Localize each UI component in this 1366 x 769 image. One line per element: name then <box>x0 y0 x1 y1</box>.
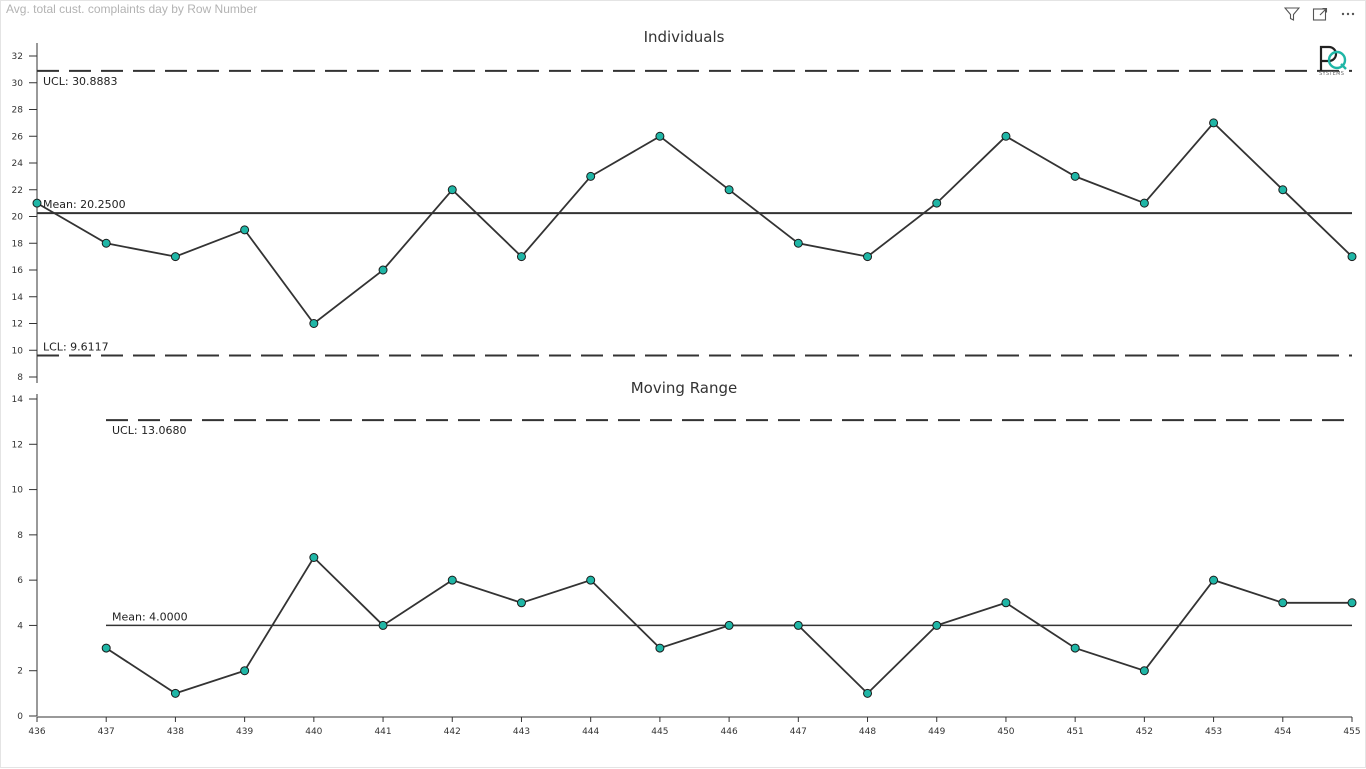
individuals-data-point <box>32 198 42 208</box>
moving-range-data-point <box>586 575 596 585</box>
moving-range-data-point <box>447 575 457 585</box>
moving-range-mean-label: Mean: 4.0000 <box>112 610 188 623</box>
moving-range-data-point <box>101 643 111 653</box>
focus-mode-icon[interactable] <box>1311 5 1329 23</box>
moving-range-data-point <box>863 688 873 698</box>
x-tick-label: 449 <box>928 727 945 737</box>
moving-range-data-point <box>1278 598 1288 608</box>
moving-range-data-point <box>1347 598 1357 608</box>
individuals-data-point <box>1278 185 1288 195</box>
x-tick-label: 448 <box>859 727 876 737</box>
x-tick-label: 441 <box>374 727 391 737</box>
x-tick-label: 452 <box>1136 727 1153 737</box>
x-tick-label: 446 <box>721 727 738 737</box>
individuals-data-point <box>1070 171 1080 181</box>
x-tick-label: 447 <box>790 727 807 737</box>
moving-range-data-point <box>378 620 388 630</box>
individuals-y-tick-label: 8 <box>17 373 23 383</box>
individuals-data-point <box>793 238 803 248</box>
individuals-data-point <box>240 225 250 235</box>
moving-range-data-point <box>724 620 734 630</box>
individuals-ucl-label: UCL: 30.8883 <box>43 75 118 88</box>
individuals-data-point <box>655 131 665 141</box>
logo-text: SYSTEMS <box>1319 71 1345 77</box>
individuals-y-tick-label: 24 <box>12 159 24 169</box>
individuals-data-point <box>1139 198 1149 208</box>
moving-range-y-tick-label: 12 <box>12 440 23 450</box>
x-tick-label: 440 <box>305 727 322 737</box>
moving-range-data-point <box>793 620 803 630</box>
individuals-y-tick-label: 12 <box>12 320 23 330</box>
more-options-icon[interactable] <box>1339 5 1357 23</box>
individuals-y-tick-label: 16 <box>12 266 24 276</box>
moving-range-y-tick-label: 4 <box>17 621 23 631</box>
individuals-chart-title: Individuals <box>644 28 725 46</box>
moving-range-data-point <box>240 666 250 676</box>
individuals-data-point <box>101 238 111 248</box>
individuals-y-tick-label: 30 <box>12 79 24 89</box>
moving-range-data-point <box>1139 666 1149 676</box>
individuals-y-tick-label: 32 <box>12 52 23 62</box>
individuals-data-point <box>378 265 388 275</box>
x-tick-label: 455 <box>1343 727 1360 737</box>
individuals-y-tick-label: 26 <box>12 132 24 142</box>
moving-range-y-tick-label: 2 <box>17 667 23 677</box>
individuals-y-tick-label: 10 <box>12 346 24 356</box>
moving-range-y-tick-label: 8 <box>17 531 23 541</box>
moving-range-data-point <box>655 643 665 653</box>
visual-header <box>1283 5 1357 23</box>
individuals-y-tick-label: 18 <box>12 239 24 249</box>
x-tick-label: 439 <box>236 727 253 737</box>
individuals-data-point <box>932 198 942 208</box>
x-tick-label: 442 <box>444 727 461 737</box>
x-tick-label: 454 <box>1274 727 1291 737</box>
individuals-data-point <box>724 185 734 195</box>
individuals-y-tick-label: 14 <box>12 293 24 303</box>
moving-range-ucl-label: UCL: 13.0680 <box>112 424 187 437</box>
individuals-data-point <box>1209 118 1219 128</box>
individuals-data-point <box>516 252 526 262</box>
moving-range-data-point <box>309 553 319 562</box>
individuals-data-point <box>863 252 873 262</box>
individuals-data-point <box>1347 252 1357 262</box>
x-tick-label: 444 <box>582 727 599 737</box>
company-logo <box>1315 43 1355 79</box>
moving-range-data-point <box>1070 643 1080 653</box>
moving-range-data-point <box>516 598 526 608</box>
individuals-mean-label: Mean: 20.2500 <box>43 198 126 211</box>
moving-range-y-tick-label: 10 <box>12 486 24 496</box>
x-tick-label: 443 <box>513 727 530 737</box>
individuals-y-tick-label: 22 <box>12 186 23 196</box>
individuals-series-line <box>36 121 1353 325</box>
x-tick-label: 437 <box>98 727 115 737</box>
individuals-data-point <box>170 252 180 262</box>
moving-range-chart-title: Moving Range <box>631 379 738 397</box>
moving-range-y-tick-label: 14 <box>12 395 24 405</box>
individuals-lcl-label: LCL: 9.6117 <box>43 340 109 353</box>
individuals-data-point <box>309 319 319 328</box>
individuals-data-point <box>586 171 596 181</box>
individuals-y-tick-label: 20 <box>12 213 24 223</box>
moving-range-y-tick-label: 6 <box>17 576 23 586</box>
individuals-y-tick-label: 28 <box>12 106 24 116</box>
moving-range-y-tick-label: 0 <box>17 712 23 722</box>
x-tick-label: 436 <box>28 727 45 737</box>
moving-range-data-point <box>1001 598 1011 608</box>
individuals-data-point <box>1001 131 1011 141</box>
moving-range-data-point <box>1209 575 1219 585</box>
x-tick-label: 453 <box>1205 727 1222 737</box>
individuals-data-point <box>447 185 457 195</box>
x-tick-label: 438 <box>167 727 184 737</box>
moving-range-data-point <box>932 620 942 630</box>
x-tick-label: 445 <box>651 727 668 737</box>
filter-icon[interactable] <box>1283 5 1301 23</box>
x-tick-label: 450 <box>997 727 1014 737</box>
x-tick-label: 451 <box>1067 727 1084 737</box>
moving-range-data-point <box>170 688 180 698</box>
visual-title: Avg. total cust. complaints day by Row N… <box>6 2 258 16</box>
